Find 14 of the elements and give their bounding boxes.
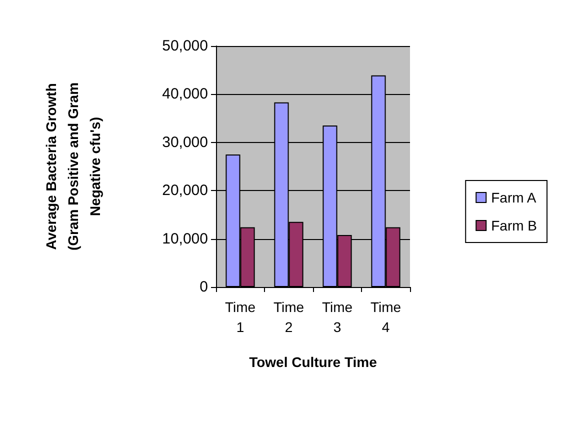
y-tick-label: 10,000 <box>162 230 208 248</box>
x-tick-label: Time 1 <box>224 299 256 335</box>
x-tick-label: Time 3 <box>322 299 353 335</box>
y-axis-title: Average Bacteria Growth (Gram Positive and Gram Negative cfu's) <box>43 82 103 251</box>
y-tick-label: 20,000 <box>162 182 208 200</box>
x-tick-label: Time 2 <box>273 299 304 335</box>
y-tick-label: 50,000 <box>162 38 208 54</box>
legend-label: Farm B <box>491 218 537 234</box>
y-tick-label: 30,000 <box>162 134 208 151</box>
x-axis-title: Towel Culture Time <box>249 354 378 370</box>
y-tick-label: 0 <box>200 278 208 296</box>
x-tick-label: Time 4 <box>370 299 402 335</box>
y-tick-label: 40,000 <box>162 86 208 103</box>
legend-label: Farm A <box>491 190 537 206</box>
